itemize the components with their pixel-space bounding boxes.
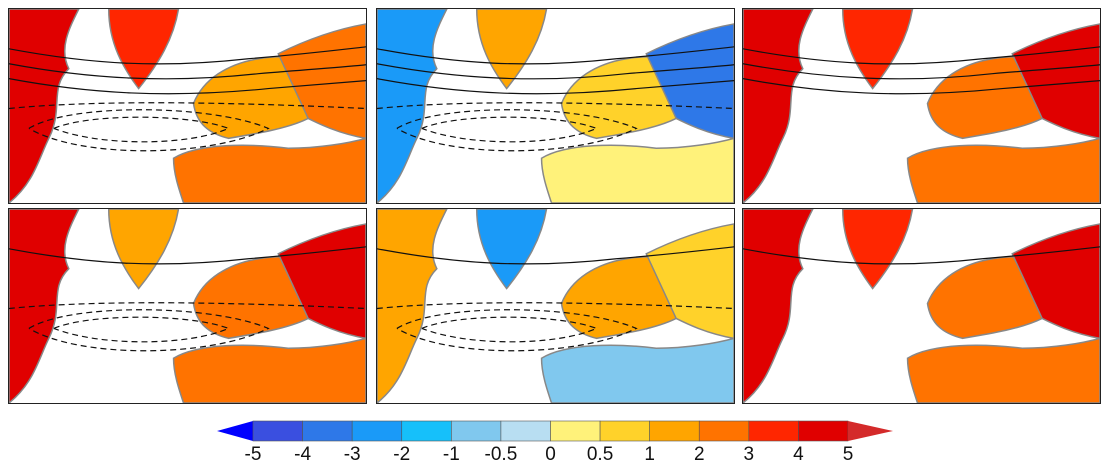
colorbar-tick-label: 2 bbox=[693, 444, 705, 465]
africa-land bbox=[906, 337, 1100, 403]
contour-lines bbox=[377, 46, 734, 152]
north-america-land bbox=[743, 9, 814, 203]
asia-land bbox=[1011, 23, 1100, 140]
colorbar-box bbox=[500, 420, 551, 442]
asia-land bbox=[645, 23, 734, 140]
map-panel-2 bbox=[376, 8, 735, 204]
north-america-land bbox=[743, 209, 814, 403]
colorbar-tick-label: -5 bbox=[244, 444, 262, 465]
greenland-land bbox=[107, 9, 180, 90]
asia-land bbox=[277, 223, 366, 340]
contour-lines bbox=[9, 246, 366, 352]
asia-land bbox=[645, 223, 734, 340]
colorbar bbox=[217, 420, 893, 442]
contour-lines bbox=[743, 46, 1100, 95]
map-panel-5 bbox=[376, 208, 735, 404]
africa-land bbox=[906, 137, 1100, 203]
colorbar-tick-label: -3 bbox=[343, 444, 361, 465]
greenland-land bbox=[475, 209, 548, 290]
colorbar-tick-label: -4 bbox=[294, 444, 312, 465]
colorbar-tick-label: -2 bbox=[393, 444, 411, 465]
colorbar-tick-label: 1 bbox=[644, 444, 655, 465]
contour-lines bbox=[743, 246, 1100, 265]
colorbar-tick-label: 3 bbox=[743, 444, 755, 465]
colorbar-box bbox=[550, 420, 601, 442]
africa-land bbox=[540, 137, 734, 203]
colorbar-box bbox=[798, 420, 849, 442]
map-panel-1 bbox=[8, 8, 367, 204]
asia-land bbox=[277, 23, 366, 140]
map-panel-3 bbox=[742, 8, 1101, 204]
colorbar-tick-label: -1 bbox=[442, 444, 460, 465]
colorbar-tick-label: 5 bbox=[842, 444, 854, 465]
colorbar-box bbox=[302, 420, 353, 442]
colorbar-high-extend bbox=[848, 421, 893, 441]
contour-lines bbox=[9, 46, 366, 152]
map-panel-6 bbox=[742, 208, 1101, 404]
colorbar-box bbox=[649, 420, 700, 442]
colorbar-box bbox=[252, 420, 303, 442]
colorbar-tick-label: 0 bbox=[545, 444, 556, 465]
colorbar-box bbox=[401, 420, 452, 442]
colorbar-box bbox=[599, 420, 650, 442]
colorbar-tick-label: -0.5 bbox=[484, 444, 518, 465]
greenland-land bbox=[475, 9, 548, 90]
colorbar-low-extend bbox=[217, 421, 253, 441]
greenland-land bbox=[841, 9, 914, 90]
map-panel-4 bbox=[8, 208, 367, 404]
contour-lines bbox=[377, 246, 734, 352]
colorbar-box bbox=[351, 420, 403, 442]
colorbar-box bbox=[748, 420, 799, 442]
africa-land bbox=[172, 137, 366, 203]
colorbar-tick-label: 0.5 bbox=[586, 444, 614, 465]
africa-land bbox=[172, 337, 366, 403]
africa-land bbox=[540, 337, 734, 403]
colorbar-box bbox=[451, 420, 502, 442]
asia-land bbox=[1011, 223, 1100, 340]
greenland-land bbox=[107, 209, 180, 290]
greenland-land bbox=[841, 209, 914, 290]
colorbar-tick-label: 4 bbox=[793, 444, 804, 465]
colorbar-box bbox=[698, 420, 750, 442]
